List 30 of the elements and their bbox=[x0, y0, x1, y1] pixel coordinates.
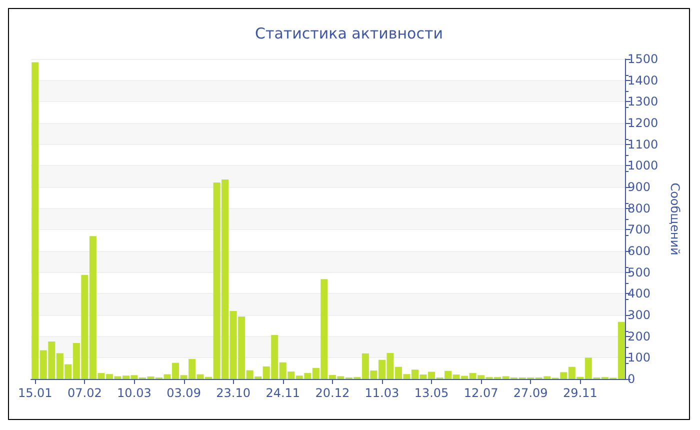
y-tick-label: 700 bbox=[628, 222, 650, 237]
x-tick-label: 15.01 bbox=[18, 386, 52, 400]
y-tick-label: 1100 bbox=[628, 137, 658, 152]
x-tick-label: 29.11 bbox=[562, 386, 598, 400]
y-tick-label: 1000 bbox=[628, 158, 658, 173]
x-tick-label: 20.12 bbox=[315, 386, 350, 400]
y-tick-label: 1400 bbox=[628, 73, 658, 88]
y-tick-label: 900 bbox=[628, 180, 650, 194]
chart-title: Статистика активности bbox=[255, 24, 443, 42]
y-tick-label: 200 bbox=[628, 329, 650, 344]
x-tick-label: 27.09 bbox=[513, 386, 548, 400]
y-axis-title: Сообщений bbox=[668, 182, 682, 256]
x-tick-label: 24.11 bbox=[266, 386, 300, 400]
y-tick-label: 1300 bbox=[628, 94, 658, 109]
x-tick-label: 13.05 bbox=[414, 386, 449, 400]
y-tick-label: 600 bbox=[628, 244, 650, 258]
x-tick-label: 12.07 bbox=[464, 386, 498, 400]
y-tick-label: 400 bbox=[628, 286, 650, 301]
y-tick-label: 800 bbox=[628, 201, 650, 216]
y-tick-label: 1500 bbox=[628, 52, 658, 66]
x-tick-label: 07.02 bbox=[67, 386, 102, 400]
y-tick-label: 0 bbox=[628, 372, 636, 386]
y-tick-label: 300 bbox=[628, 308, 650, 322]
x-tick-label: 23.10 bbox=[216, 386, 250, 400]
x-tick-label: 11.03 bbox=[364, 386, 400, 400]
y-tick-label: 100 bbox=[628, 350, 650, 365]
y-tick-label: 500 bbox=[628, 265, 650, 280]
y-tick-label: 1200 bbox=[628, 116, 658, 130]
x-tick-label: 03.09 bbox=[166, 386, 201, 400]
x-tick-label: 10.03 bbox=[117, 386, 152, 400]
